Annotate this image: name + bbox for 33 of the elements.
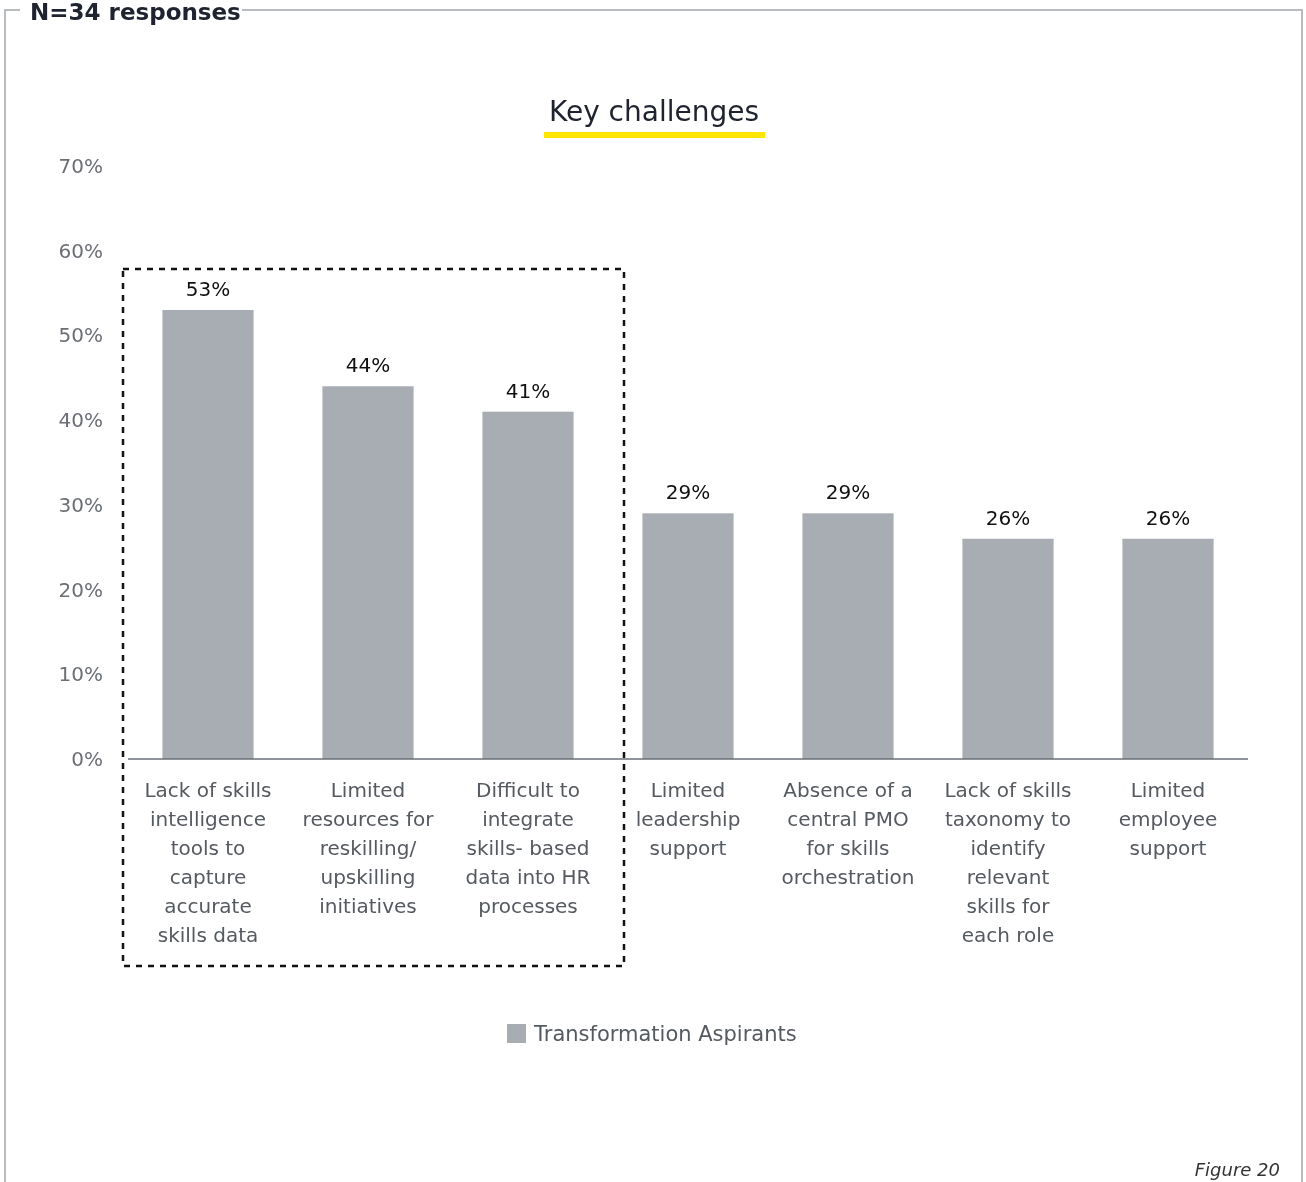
y-tick-label: 30% bbox=[58, 492, 103, 517]
y-tick-label: 50% bbox=[58, 323, 103, 348]
bar bbox=[802, 513, 894, 759]
x-tick-label: Limited leadership support bbox=[635, 778, 741, 860]
text: 26% bbox=[985, 505, 1031, 530]
text: 41% bbox=[505, 378, 551, 403]
y-tick-label: 40% bbox=[58, 408, 103, 433]
y-tick-label: 0% bbox=[71, 747, 103, 771]
text: 26% bbox=[1145, 505, 1191, 530]
text: 44% bbox=[345, 353, 391, 378]
caption: Figure 20 bbox=[1194, 1159, 1280, 1180]
y-tick-label: 10% bbox=[58, 662, 103, 687]
bar bbox=[162, 310, 254, 759]
y-tick-label: 60% bbox=[58, 238, 103, 263]
legend-label: Transformation Aspirants bbox=[533, 1022, 797, 1047]
text: 29% bbox=[665, 480, 711, 505]
bar bbox=[1122, 538, 1214, 759]
bar bbox=[482, 411, 574, 759]
y-tick-label: 20% bbox=[58, 577, 103, 602]
x-tick-label: Lack of skills intelligence tools to capture accurate skills data bbox=[144, 778, 272, 947]
x-tick-label: Limited employee support bbox=[1118, 778, 1218, 860]
x-tick-label: Lack of skills taxonomy to identify relevant skills for each role bbox=[944, 778, 1072, 947]
y-tick-label: 70% bbox=[58, 154, 103, 178]
bar bbox=[962, 538, 1054, 759]
bar bbox=[322, 386, 414, 759]
x-tick-label: Limited resources for reskilling/ upskilling initiatives bbox=[302, 778, 435, 918]
x-tick-label: Absence of a central PMO for skills orchestration bbox=[781, 778, 915, 889]
text: 29% bbox=[825, 480, 871, 505]
bar bbox=[642, 513, 734, 759]
chart-subtitle: N=34 responses bbox=[30, 0, 241, 25]
chart-title: Key challenges bbox=[548, 95, 760, 128]
text: 53% bbox=[185, 277, 231, 302]
x-tick-label: Difficult to integrate skills- based data into HR processes bbox=[465, 778, 591, 918]
